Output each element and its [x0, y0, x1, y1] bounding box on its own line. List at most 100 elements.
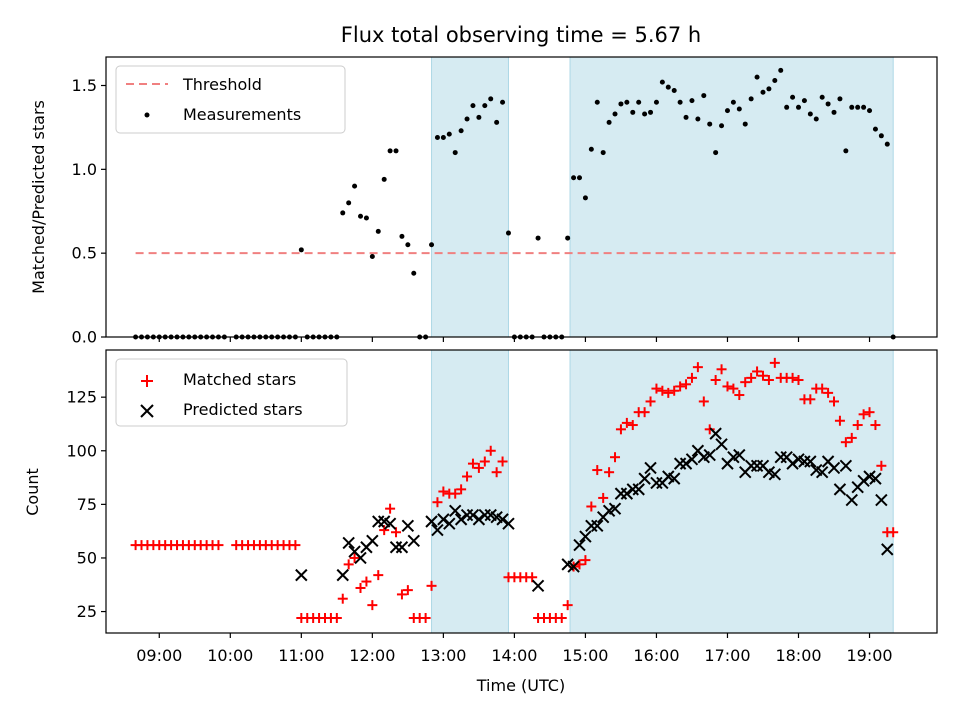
measurement-point — [683, 114, 689, 120]
matched-point — [876, 460, 887, 471]
measurement-point — [594, 99, 600, 105]
predicted-point — [585, 519, 598, 533]
x-tick-label: 11:00 — [278, 646, 324, 665]
matched-point — [834, 415, 845, 426]
predicted-point — [449, 504, 462, 518]
top-legend: Threshold Measurements — [115, 65, 346, 134]
measurement-point — [837, 96, 843, 102]
measurement-point — [606, 119, 612, 125]
matched-point — [456, 484, 467, 495]
predicted-point — [443, 517, 456, 530]
predicted-point — [750, 459, 764, 472]
predicted-point — [502, 517, 515, 530]
matched-point — [361, 576, 372, 587]
measurement-point — [796, 104, 801, 110]
measurement-point — [724, 108, 730, 114]
y-tick-label: 125 — [66, 388, 97, 407]
predicted-point — [366, 534, 379, 548]
matched-point — [787, 372, 798, 383]
measurement-point — [624, 99, 630, 105]
matched-point — [740, 377, 751, 388]
measurement-point — [760, 89, 766, 95]
matched-point — [367, 600, 378, 611]
measurement-point — [500, 99, 506, 105]
measurement-point — [340, 210, 346, 216]
y-tick-label: 0.5 — [72, 244, 97, 263]
matched-point — [852, 420, 863, 431]
y-tick-label: 1.0 — [72, 160, 97, 179]
predicted-point — [744, 459, 758, 472]
matched-point — [645, 396, 656, 407]
matched-point — [604, 467, 615, 478]
matched-point — [420, 612, 431, 623]
measurement-point — [849, 104, 855, 110]
matched-point — [734, 390, 745, 401]
y-tick-label: 50 — [77, 548, 97, 567]
predicted-point — [881, 543, 894, 556]
predicted-point — [839, 459, 853, 472]
matched-point — [651, 383, 662, 394]
x-tick-label: 17:00 — [704, 646, 750, 665]
x-tick-label: 12:00 — [349, 646, 395, 665]
matched-point — [710, 375, 721, 386]
measurement-point — [588, 146, 594, 152]
predicted-point — [472, 513, 486, 526]
predicted-point — [709, 427, 722, 440]
matched-point — [580, 555, 591, 566]
predicted-point — [626, 483, 639, 496]
predicted-point — [454, 513, 468, 526]
x-tick-label: 10:00 — [207, 646, 253, 665]
measurement-point — [754, 74, 760, 80]
matched-point — [769, 357, 780, 368]
legend-predicted-swatch — [140, 404, 154, 418]
measurement-point — [618, 101, 624, 107]
measurement-point — [298, 247, 304, 253]
predicted-point — [389, 541, 403, 554]
predicted-point — [431, 523, 444, 537]
measurement-point — [790, 94, 796, 100]
matched-point — [728, 383, 739, 394]
matched-point — [467, 458, 478, 469]
matched-point — [621, 417, 632, 428]
x-tick-label: 16:00 — [633, 646, 679, 665]
predicted-point — [685, 453, 699, 466]
matched-point — [562, 600, 573, 611]
measurement-point — [784, 104, 790, 110]
matched-point — [840, 437, 851, 448]
matched-point — [805, 394, 816, 405]
matched-point — [438, 486, 449, 497]
matched-point — [355, 582, 366, 593]
bottom-axes-frame — [105, 349, 938, 634]
predicted-point — [614, 487, 628, 500]
measurement-point — [695, 116, 701, 122]
predicted-point — [679, 457, 693, 470]
measurement-point — [778, 67, 784, 73]
predicted-point — [833, 483, 847, 496]
matched-point — [698, 396, 709, 407]
matched-point — [686, 372, 697, 383]
bottom-x-ticks: 09:00 10:00 11:00 12:00 13:00 14:00 15:00 16:00… — [136, 633, 893, 665]
predicted-point — [608, 502, 622, 515]
legend-measurements-label: Measurements — [183, 105, 301, 124]
predicted-point — [372, 515, 385, 528]
measurement-point — [375, 228, 381, 234]
measurement-point — [577, 175, 583, 181]
matched-point — [870, 420, 881, 431]
matched-point — [432, 497, 443, 508]
matched-point — [823, 387, 834, 398]
measurement-point — [358, 213, 364, 219]
top-shaded-regions — [431, 56, 894, 338]
predicted-point — [644, 461, 657, 475]
predicted-point — [774, 450, 787, 464]
measurement-point — [719, 123, 725, 129]
predicted-point — [798, 455, 811, 468]
bottom-panel: 25 50 75 100 125 09:00 10:00 11:00 12:00 13:00 14… — [23, 349, 938, 695]
predicted-point — [466, 508, 480, 522]
predicted-point — [573, 538, 586, 552]
measurement-point — [642, 111, 648, 117]
predicted-point — [496, 513, 509, 526]
measurement-point — [494, 119, 500, 125]
matched-point — [462, 471, 473, 482]
top-y-ticks: 0.0 0.5 1.0 1.5 — [72, 76, 106, 347]
predicted-point — [620, 487, 634, 500]
